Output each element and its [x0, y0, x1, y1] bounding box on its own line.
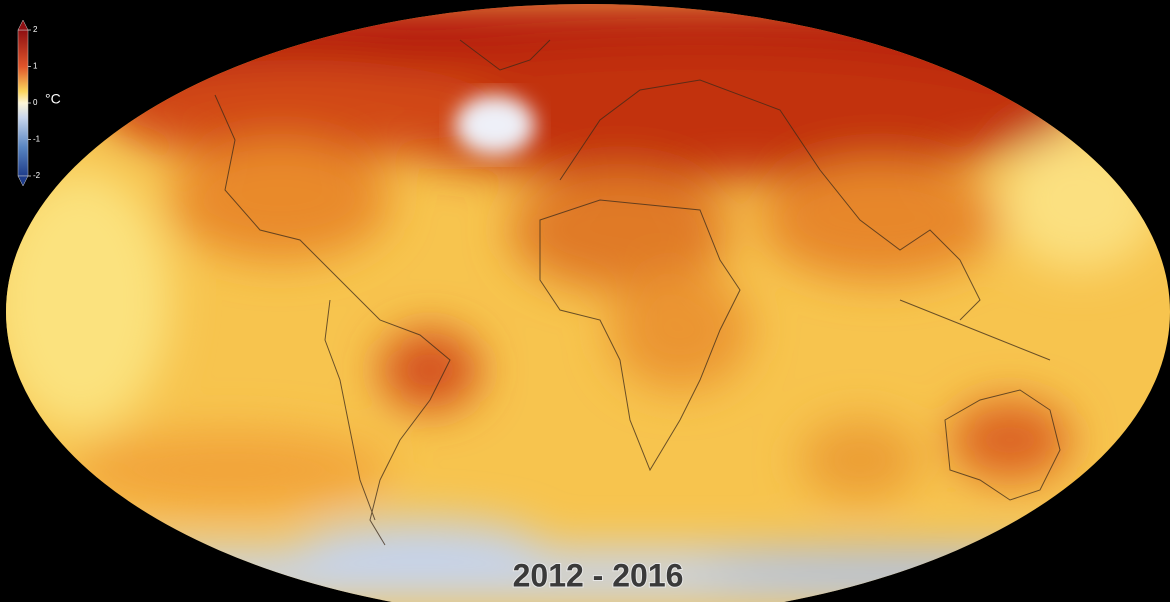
period-label: 2012 - 2016 — [513, 557, 684, 593]
colorbar-min-arrow — [17, 175, 29, 187]
colorbar-tick-label: -2 — [33, 171, 41, 180]
colorbar-tick-label: -1 — [33, 135, 41, 144]
colorbar: °C 2 1 0 -1 -2 — [17, 19, 61, 187]
colorbar-max-arrow — [17, 19, 29, 31]
colorbar-tick-label: 0 — [33, 98, 38, 107]
colorbar-unit: °C — [45, 91, 61, 107]
colorbar-tick-label: 2 — [33, 25, 38, 34]
coastlines — [214, 39, 1061, 546]
colorbar-gradient — [17, 29, 29, 177]
colorbar-tick-label: 1 — [33, 62, 38, 71]
